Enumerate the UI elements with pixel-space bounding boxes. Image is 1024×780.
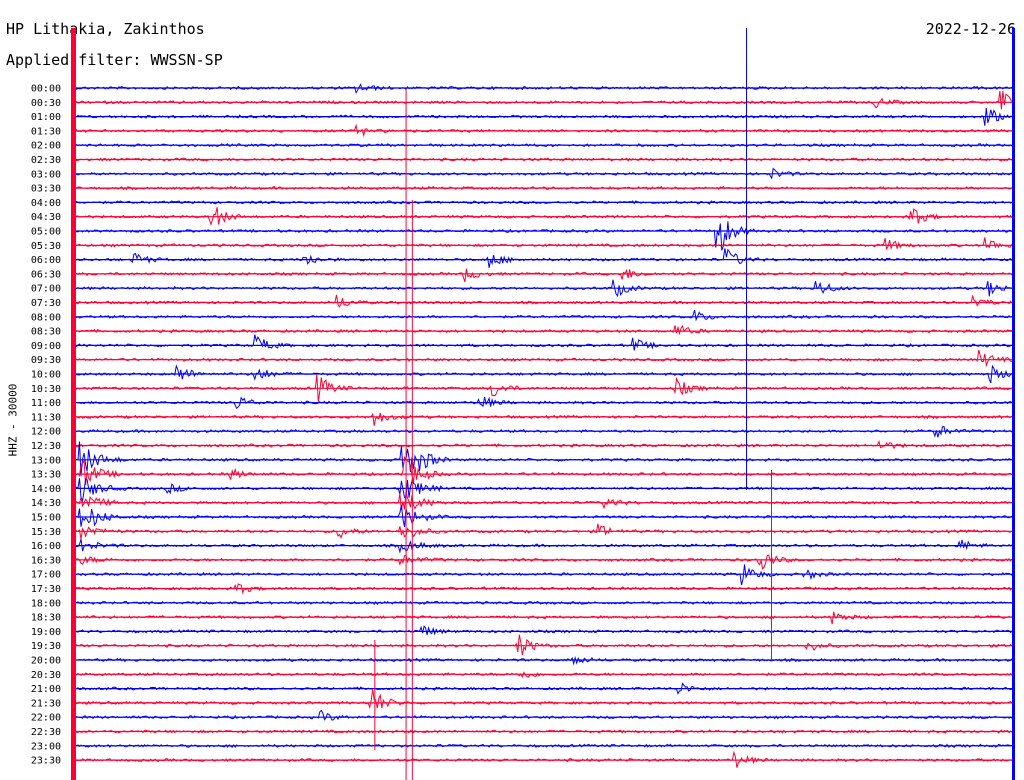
time-label: 02:30 <box>31 155 61 166</box>
time-label: 05:30 <box>31 241 61 252</box>
trace-line <box>74 334 1013 351</box>
trace-line <box>74 248 1013 268</box>
trace-line <box>74 294 1013 308</box>
time-label: 20:30 <box>31 670 61 681</box>
trace-line <box>74 439 1013 450</box>
trace-line <box>74 504 1013 527</box>
time-label: 07:30 <box>31 298 61 309</box>
trace-line <box>74 349 1012 368</box>
trace-line <box>74 324 1013 336</box>
left-edge-trace <box>71 28 76 780</box>
time-label: 11:00 <box>31 398 61 409</box>
time-label: 22:00 <box>31 713 61 724</box>
time-label: 15:30 <box>31 527 61 538</box>
trace-line <box>74 634 1013 656</box>
time-label: 17:00 <box>31 570 61 581</box>
trace-line <box>74 426 1013 438</box>
time-label: 07:00 <box>31 284 61 295</box>
time-label: 06:30 <box>31 269 61 280</box>
time-label: 15:00 <box>31 513 61 524</box>
date-label: 2022-12-26 <box>925 20 1016 38</box>
time-label: 00:00 <box>31 84 61 95</box>
time-label: 20:00 <box>31 656 61 667</box>
time-label: 08:30 <box>31 327 61 338</box>
time-label: 18:30 <box>31 613 61 624</box>
time-label: 09:30 <box>31 355 61 366</box>
time-label: 16:00 <box>31 541 61 552</box>
time-label: 13:30 <box>31 470 61 481</box>
trace-line <box>74 412 1013 426</box>
time-label: 01:00 <box>31 112 61 123</box>
time-label: 14:30 <box>31 498 61 509</box>
time-label: 22:30 <box>31 727 61 738</box>
time-label: 21:00 <box>31 684 61 695</box>
trace-line <box>74 554 1013 570</box>
time-label: 05:00 <box>31 227 61 238</box>
trace-line <box>74 268 1013 283</box>
filter-label: Applied filter: WWSSN-SP <box>6 51 223 69</box>
trace-line <box>74 625 1013 636</box>
time-label: 14:00 <box>31 484 61 495</box>
trace-line <box>75 655 1013 666</box>
time-label: 04:30 <box>31 212 61 223</box>
time-label-group: 00:00 00:30 01:00 01:30 02:00 02:30 03:00 03:30… <box>31 84 61 767</box>
trace-line <box>74 309 1013 322</box>
trace-line <box>74 709 1013 721</box>
station-title: HP Lithakia, Zakinthos <box>6 20 205 38</box>
time-label: 04:00 <box>31 198 61 209</box>
time-label: 01:30 <box>31 126 61 137</box>
trace-line <box>74 91 1013 110</box>
time-label: 23:30 <box>31 756 61 767</box>
time-label: 19:30 <box>31 641 61 652</box>
time-label: 09:00 <box>31 341 61 352</box>
time-label: 21:30 <box>31 698 61 709</box>
right-edge-trace <box>1012 28 1015 780</box>
time-label: 16:30 <box>31 555 61 566</box>
time-label: 11:30 <box>31 412 61 423</box>
time-label: 06:00 <box>31 255 61 266</box>
trace-line <box>74 611 1013 625</box>
trace-line <box>74 490 1013 511</box>
time-label: 17:30 <box>31 584 61 595</box>
time-label: 03:30 <box>31 184 61 195</box>
time-label: 12:30 <box>31 441 61 452</box>
trace-group <box>71 28 1015 780</box>
time-label: 10:30 <box>31 384 61 395</box>
trace-line <box>74 689 1013 710</box>
time-label: 00:30 <box>31 98 61 109</box>
time-label: 10:00 <box>31 370 61 381</box>
time-label: 13:00 <box>31 455 61 466</box>
time-label: 03:00 <box>31 169 61 180</box>
time-label: 18:00 <box>31 598 61 609</box>
time-label: 19:00 <box>31 627 61 638</box>
trace-line <box>74 207 1013 226</box>
time-label: 12:00 <box>31 427 61 438</box>
trace-line <box>74 478 1013 503</box>
time-label: 08:00 <box>31 312 61 323</box>
trace-line <box>74 455 1013 486</box>
time-label: 23:00 <box>31 741 61 752</box>
time-label: 02:00 <box>31 141 61 152</box>
trace-line <box>74 237 1013 251</box>
